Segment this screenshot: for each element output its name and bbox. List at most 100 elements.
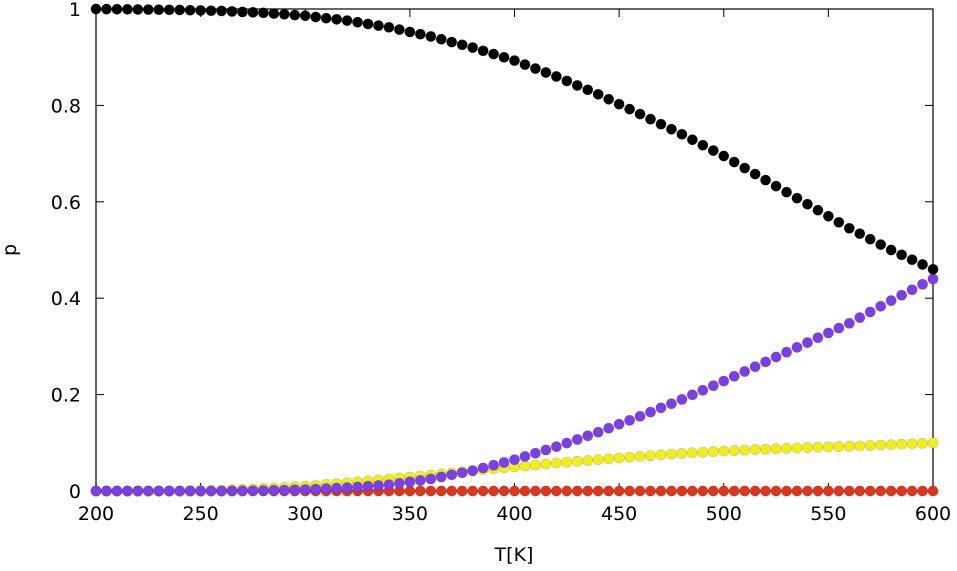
data-point — [718, 150, 730, 162]
data-point — [770, 443, 782, 455]
data-point — [896, 438, 908, 450]
data-point — [645, 406, 657, 418]
data-point — [749, 168, 761, 180]
data-point — [195, 485, 207, 497]
data-point — [781, 442, 793, 454]
data-point — [278, 8, 290, 20]
data-point — [519, 450, 531, 462]
data-point — [676, 128, 688, 140]
data-point — [352, 16, 364, 28]
data-point — [467, 42, 479, 54]
data-point — [362, 480, 374, 492]
data-point — [728, 370, 740, 382]
data-point — [372, 479, 384, 491]
data-point — [508, 485, 520, 497]
data-point — [446, 469, 458, 481]
data-point — [592, 454, 604, 466]
data-point — [561, 456, 573, 468]
data-point — [111, 485, 123, 497]
data-point — [728, 485, 740, 497]
data-point — [624, 485, 636, 497]
data-point — [529, 63, 541, 75]
data-point — [540, 67, 552, 79]
data-point — [488, 459, 500, 471]
data-point — [372, 20, 384, 32]
data-point — [791, 485, 803, 497]
data-point — [801, 442, 813, 454]
data-point — [875, 239, 887, 251]
data-point — [739, 444, 751, 456]
data-point — [571, 433, 583, 445]
data-point — [488, 485, 500, 497]
data-point — [781, 485, 793, 497]
x-axis-label: T[K] — [494, 544, 534, 566]
data-point — [540, 458, 552, 470]
data-point — [697, 446, 709, 458]
data-point — [655, 449, 667, 461]
data-point — [153, 485, 165, 497]
data-point — [906, 485, 918, 497]
data-point — [707, 446, 719, 458]
data-point — [686, 485, 698, 497]
data-point — [801, 337, 813, 349]
data-point — [749, 444, 761, 456]
data-point — [310, 483, 322, 495]
data-point — [226, 485, 238, 497]
data-point — [812, 485, 824, 497]
data-point — [174, 485, 186, 497]
data-point — [121, 3, 133, 15]
data-point — [603, 453, 615, 465]
data-point — [257, 7, 269, 19]
data-point — [686, 389, 698, 401]
x-tick-label: 300 — [287, 503, 323, 525]
data-point — [843, 485, 855, 497]
x-tick-label: 250 — [182, 503, 218, 525]
data-point — [216, 5, 228, 17]
data-point — [508, 55, 520, 67]
data-point — [613, 98, 625, 110]
data-point — [896, 485, 908, 497]
data-point — [854, 228, 866, 240]
data-point — [770, 351, 782, 363]
data-point — [571, 79, 583, 91]
data-point — [697, 485, 709, 497]
data-point — [645, 485, 657, 497]
data-point — [257, 485, 269, 497]
data-point — [519, 485, 531, 497]
data-point — [404, 476, 416, 488]
data-point — [540, 444, 552, 456]
data-point — [864, 233, 876, 245]
data-point — [718, 445, 730, 457]
data-point — [289, 484, 301, 496]
data-point — [582, 455, 594, 467]
data-point — [446, 485, 458, 497]
data-point — [205, 5, 217, 17]
data-point — [927, 485, 939, 497]
data-point — [822, 210, 834, 222]
series-0 — [90, 3, 939, 275]
data-point — [435, 471, 447, 483]
data-point — [833, 216, 845, 228]
data-point — [393, 24, 405, 36]
data-point — [519, 460, 531, 472]
data-point — [571, 455, 583, 467]
data-point — [927, 273, 939, 285]
data-point — [686, 134, 698, 146]
data-point — [299, 10, 311, 22]
data-point — [550, 485, 562, 497]
plot-frame — [95, 8, 934, 492]
data-point — [885, 244, 897, 256]
data-point — [791, 192, 803, 204]
data-point — [341, 15, 353, 27]
data-point — [247, 485, 259, 497]
data-point — [875, 485, 887, 497]
data-point — [592, 485, 604, 497]
data-point — [142, 485, 154, 497]
data-point — [529, 459, 541, 471]
data-point — [917, 485, 929, 497]
data-point — [226, 5, 238, 17]
data-point — [885, 295, 897, 307]
data-point — [320, 12, 332, 24]
data-point — [697, 384, 709, 396]
x-tick-label: 200 — [78, 503, 114, 525]
